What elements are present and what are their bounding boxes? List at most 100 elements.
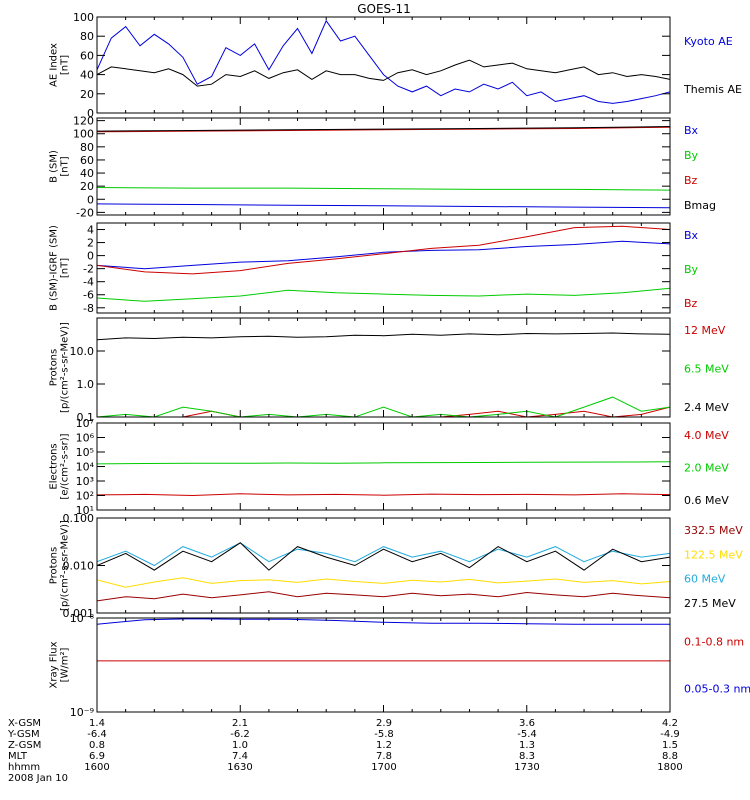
y-tick-label: 10⁻⁹ (70, 706, 94, 719)
legend-entry: 2.4 MeV (684, 401, 729, 414)
y-tick-label: 2 (87, 237, 94, 250)
panel-frame (96, 517, 671, 614)
series-group (97, 332, 670, 417)
y-label-line: Xray Flux (49, 641, 60, 688)
footer-value: 1700 (371, 762, 396, 773)
y-tick-label: 10.0 (70, 345, 95, 358)
legend-entry: Bx (684, 124, 699, 137)
y-tick-label: 0 (87, 107, 94, 120)
y-tick-label: 0.100 (63, 512, 95, 525)
y-tick-label: 10⁶ (76, 432, 95, 445)
legend-entry: 27.5 MeV (684, 597, 736, 610)
footer-value: 8.3 (519, 751, 535, 762)
legend-entry: 0.1-0.8 nm (684, 636, 744, 649)
y-label-line: B (SM)-IGRF (SM) (49, 225, 60, 311)
footer-value: 2.1 (232, 718, 248, 729)
legend-entry: Bmag (684, 199, 716, 212)
footer-value: 1600 (84, 762, 109, 773)
y-tick-label: 10⁵ (76, 446, 94, 459)
y-axis-label: B (SM) [nT] (49, 150, 71, 183)
series-line-3 (97, 126, 670, 133)
series-line-1 (97, 591, 670, 602)
y-tick-label: 0.1 (77, 411, 95, 424)
footer-row-label: MLT (8, 751, 28, 762)
series-line-2 (97, 577, 670, 588)
y-label-line: [W/m²] (60, 647, 71, 682)
y-label-line: Protons (49, 349, 60, 386)
panel-frame (96, 617, 671, 713)
y-axis-label: Xray Flux [W/m²] (49, 641, 71, 688)
footer-value: 1.0 (232, 740, 248, 751)
series-line-4 (97, 126, 670, 132)
y-tick-label: 40 (80, 69, 94, 82)
panel-frame (96, 117, 671, 216)
y-tick-label: 0 (87, 250, 94, 263)
legend-entry: 60 MeV (684, 573, 726, 586)
y-label-line: [nT] (60, 55, 71, 75)
y-axis-label: B (SM)-IGRF (SM) [nT] (49, 225, 71, 311)
y-tick-label: 60 (80, 49, 94, 62)
footer-value: 7.8 (376, 751, 392, 762)
footer-value: 6.9 (89, 751, 105, 762)
footer-value: 1630 (227, 762, 252, 773)
footer-value: 1.3 (519, 740, 535, 751)
footer-value: 1800 (657, 762, 682, 773)
y-tick-label: 10³ (76, 475, 94, 488)
panel-7: 10⁻⁹ 10⁻⁸ Xray Flux [W/m²] 0.1-0.8 nm 0.05-0.… (49, 612, 750, 719)
series-group (97, 225, 670, 302)
y-label-line: Protons (49, 547, 60, 584)
y-label-line: Electrons (49, 443, 60, 489)
footer-value: 1.5 (662, 740, 678, 751)
series-group (97, 423, 670, 497)
y-tick-label: -8 (83, 302, 94, 315)
legend-entry: Bx (684, 229, 699, 242)
legend-entry: 122.5 MeV (684, 548, 743, 561)
legend-entry: 0.6 MeV (684, 494, 729, 507)
series-line-3 (97, 332, 670, 341)
legend-entry: 0.05-0.3 nm (684, 683, 750, 696)
panel-1: 0 20 40 60 80 100 AE Index [nT] Kyoto AE Themis A… (49, 11, 742, 120)
series-line-1 (97, 19, 670, 104)
y-tick-label: 10⁻⁸ (70, 612, 95, 625)
y-axis-label: Protons [p/(cm²-s-sr-MeV)] (49, 520, 71, 611)
legend-entry: Bz (684, 297, 698, 310)
y-tick-label: 40 (80, 167, 94, 180)
footer-value: 1730 (514, 762, 539, 773)
y-label-line: [p/(cm²-s-sr-MeV)] (60, 520, 71, 611)
series-line-2 (97, 396, 670, 417)
y-label-line: B (SM) (49, 150, 60, 183)
footer-row-label: Y-GSM (7, 729, 40, 740)
y-label-line: [nT] (60, 258, 71, 278)
legend-entry: 332.5 MeV (684, 524, 743, 537)
y-label-line: AE Index (49, 43, 60, 87)
series-line-3 (97, 542, 670, 567)
series-line-1 (97, 203, 670, 209)
y-tick-label: 0.001 (63, 607, 95, 620)
footer-value: 1.2 (376, 740, 392, 751)
legend-entry: Kyoto AE (684, 35, 733, 48)
y-label-line: [p/(cm²-s-sr-MeV)] (60, 322, 71, 413)
y-tick-label: 10⁴ (76, 461, 95, 474)
y-label-line: [e/(cm²-s-sr)] (60, 433, 71, 499)
footer-value: -6.2 (230, 729, 250, 740)
y-tick-label: 80 (80, 30, 94, 43)
footer-row-label: X-GSM (8, 718, 41, 729)
footer-value: -5.4 (517, 729, 537, 740)
footer-value: 4.2 (662, 718, 678, 729)
y-tick-label: 20 (80, 88, 94, 101)
footer-date: 2008 Jan 10 (8, 773, 68, 784)
y-tick-label: -20 (76, 206, 94, 219)
series-line-3 (97, 225, 670, 275)
y-tick-label: -2 (83, 263, 94, 276)
series-line-2 (97, 59, 670, 87)
series-group (97, 19, 670, 104)
y-tick-label: -6 (83, 289, 94, 302)
panel-frame (96, 16, 671, 114)
legend-entry: 2.0 MeV (684, 462, 729, 475)
